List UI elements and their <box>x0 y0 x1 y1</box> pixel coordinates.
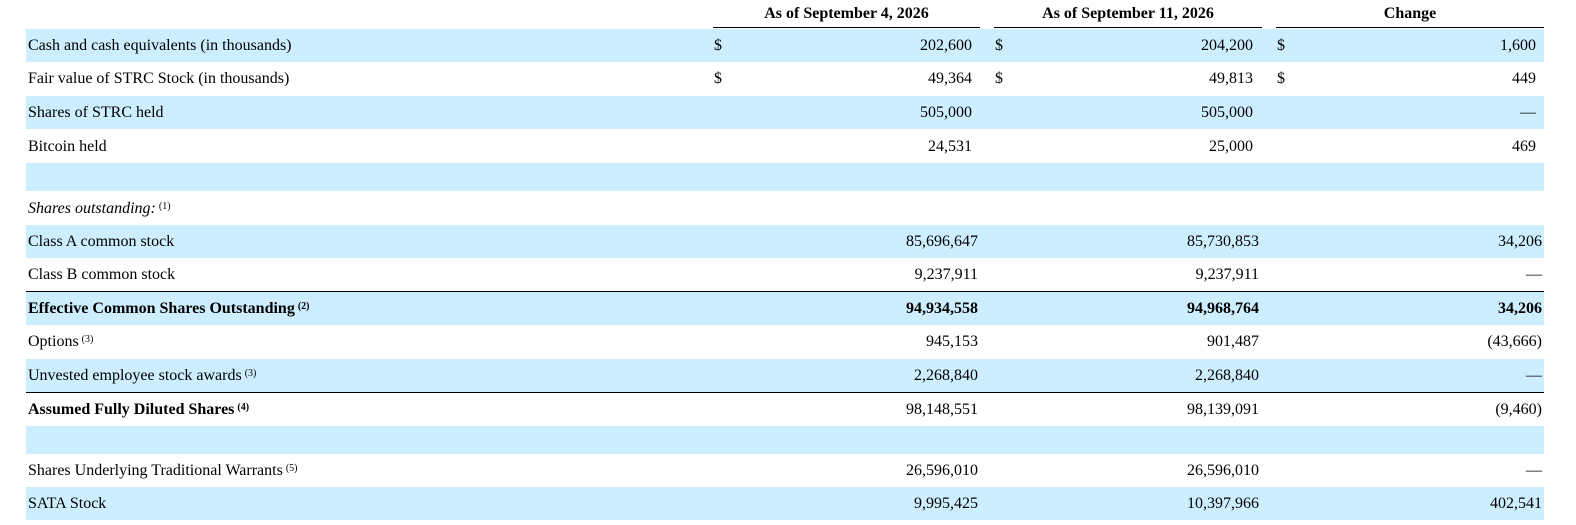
value-sep-11: 10,397,966 <box>1187 494 1259 512</box>
value-sep-4: 9,995,425 <box>914 494 978 512</box>
value-sep-11: 505,000 <box>1201 103 1253 121</box>
table-row-unvested-awards: Unvested employee stock awards (3) 2,268,… <box>26 359 1544 392</box>
row-label: Options (3) <box>28 325 93 358</box>
value-sep-11: 49,813 <box>1209 69 1253 87</box>
value-sep-4: 505,000 <box>920 103 972 121</box>
footnote-marker: (5) <box>285 463 298 474</box>
currency-symbol: $ <box>995 69 1003 87</box>
value-sep-11: 901,487 <box>1207 332 1259 350</box>
value-sep-11: 98,139,091 <box>1187 400 1259 418</box>
footnote-marker: (4) <box>237 402 250 413</box>
value-sep-4: 2,268,840 <box>914 366 978 384</box>
row-label: Class A common stock <box>28 232 175 250</box>
table-row-warrants: Shares Underlying Traditional Warrants (5… <box>26 454 1544 487</box>
spacer-row <box>26 426 1544 454</box>
row-label: Effective Common Shares Outstanding (2) <box>28 292 310 325</box>
value-change: 402,541 <box>1490 494 1542 512</box>
value-change: — <box>1526 461 1542 479</box>
value-change: 34,206 <box>1498 299 1542 317</box>
currency-symbol: $ <box>1277 36 1285 54</box>
column-header-sep-4: As of September 4, 2026 <box>713 0 980 28</box>
row-label: Assumed Fully Diluted Shares (4) <box>28 393 249 426</box>
currency-symbol: $ <box>995 36 1003 54</box>
table-row-class-a: Class A common stock 85,696,647 85,730,8… <box>26 225 1544 258</box>
table-row-strc-shares: Shares of STRC held 505,000 505,000 — <box>26 96 1544 129</box>
row-label: Shares of STRC held <box>28 103 164 121</box>
value-sep-11: 26,596,010 <box>1187 461 1259 479</box>
value-sep-11: 2,268,840 <box>1195 366 1259 384</box>
currency-symbol: $ <box>714 36 722 54</box>
table-row-sata-stock: SATA Stock 9,995,425 10,397,966 402,541 <box>26 487 1544 520</box>
table-row-class-b: Class B common stock 9,237,911 9,237,911… <box>26 258 1544 291</box>
value-sep-4: 98,148,551 <box>906 400 978 418</box>
value-change: — <box>1520 103 1536 121</box>
section-title: Shares outstanding: <box>28 199 156 217</box>
row-label-text: Unvested employee stock awards <box>28 366 242 384</box>
row-label: Cash and cash equivalents (in thousands) <box>28 36 292 54</box>
row-label: SATA Stock <box>28 494 107 512</box>
row-label: Fair value of STRC Stock (in thousands) <box>28 69 290 87</box>
footnote-marker: (3) <box>81 334 94 345</box>
footnote-marker: (3) <box>244 368 257 379</box>
value-sep-4: 26,596,010 <box>906 461 978 479</box>
table-row-bitcoin: Bitcoin held 24,531 25,000 469 <box>26 130 1544 163</box>
table-row-effective-shares: Effective Common Shares Outstanding (2) 9… <box>26 291 1544 325</box>
table-row-fully-diluted: Assumed Fully Diluted Shares (4) 98,148,5… <box>26 392 1544 426</box>
value-sep-4: 94,934,558 <box>906 299 978 317</box>
currency-symbol: $ <box>1277 69 1285 87</box>
value-sep-4: 945,153 <box>926 332 978 350</box>
row-label-text: Shares Underlying Traditional Warrants <box>28 461 283 479</box>
value-sep-4: 202,600 <box>920 36 972 54</box>
table-row-fair-value: Fair value of STRC Stock (in thousands) … <box>26 62 1544 95</box>
spacer-row <box>26 163 1544 191</box>
value-sep-4: 9,237,911 <box>914 265 978 283</box>
currency-symbol: $ <box>714 69 722 87</box>
value-change: — <box>1526 265 1542 283</box>
value-sep-11: 85,730,853 <box>1187 232 1259 250</box>
row-label: Shares outstanding: (1) <box>28 192 171 225</box>
row-label: Class B common stock <box>28 265 176 283</box>
value-sep-4: 49,364 <box>928 69 972 87</box>
value-sep-11: 204,200 <box>1201 36 1253 54</box>
row-label: Bitcoin held <box>28 137 107 155</box>
row-label: Unvested employee stock awards (3) <box>28 359 256 392</box>
row-label-text: Options <box>28 332 79 350</box>
value-sep-11: 94,968,764 <box>1187 299 1259 317</box>
table-row-cash: Cash and cash equivalents (in thousands)… <box>26 29 1544 62</box>
table-row-options: Options (3) 945,153 901,487 (43,666) <box>26 325 1544 358</box>
value-sep-4: 85,696,647 <box>906 232 978 250</box>
value-change: 34,206 <box>1498 232 1542 250</box>
footnote-marker: (1) <box>158 201 171 212</box>
value-sep-4: 24,531 <box>928 137 972 155</box>
column-header-change: Change <box>1276 0 1544 28</box>
value-sep-11: 25,000 <box>1209 137 1253 155</box>
value-change: 449 <box>1512 69 1536 87</box>
value-change: — <box>1526 366 1542 384</box>
value-change: 1,600 <box>1500 36 1536 54</box>
row-label: Shares Underlying Traditional Warrants (5… <box>28 454 298 487</box>
value-sep-11: 9,237,911 <box>1195 265 1259 283</box>
section-header-shares-outstanding: Shares outstanding: (1) <box>26 192 1544 225</box>
column-header-sep-11: As of September 11, 2026 <box>994 0 1262 28</box>
row-label-text: Effective Common Shares Outstanding <box>28 299 295 317</box>
value-change: (43,666) <box>1487 332 1542 350</box>
footnote-marker: (2) <box>297 301 310 312</box>
value-change: (9,460) <box>1495 400 1542 418</box>
value-change: 469 <box>1512 137 1536 155</box>
row-label-text: Assumed Fully Diluted Shares <box>28 400 235 418</box>
